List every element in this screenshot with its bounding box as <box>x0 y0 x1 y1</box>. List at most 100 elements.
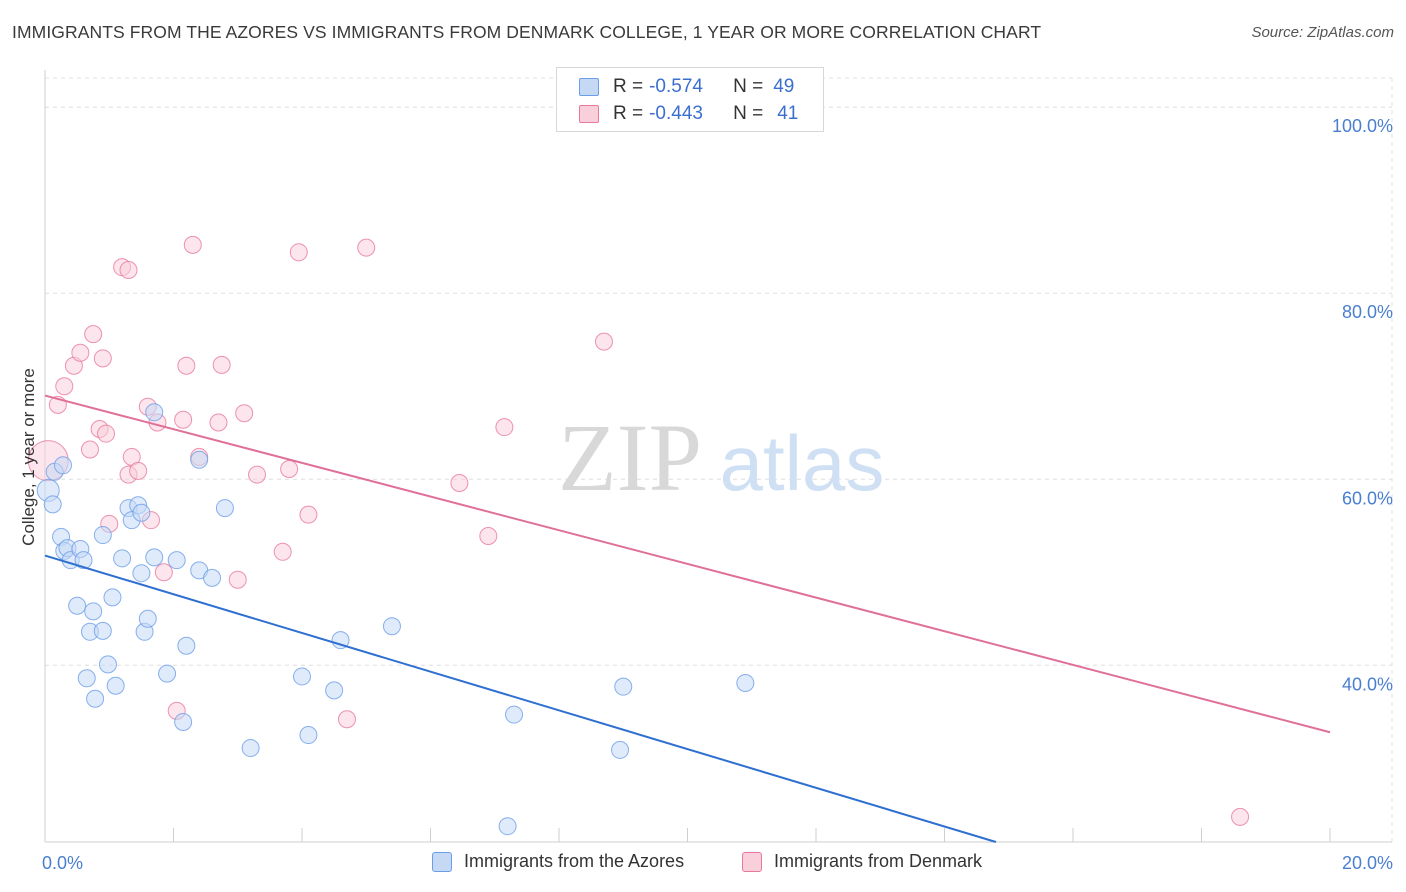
data-point-denmark <box>450 473 469 492</box>
data-point-azores <box>614 677 633 696</box>
data-point-denmark <box>183 235 202 254</box>
data-point-azores <box>736 673 755 692</box>
y-tick-label: 60.0% <box>1342 488 1393 508</box>
data-point-denmark <box>129 461 148 480</box>
data-point-azores <box>190 450 209 469</box>
data-point-denmark <box>479 526 498 545</box>
data-point-denmark <box>280 460 299 479</box>
data-point-denmark <box>80 440 99 459</box>
data-point-azores <box>158 664 177 683</box>
data-point-azores <box>177 636 196 655</box>
legend-row-denmark: R = -0.443 N = 41 <box>579 102 798 126</box>
y-tick-label: 100.0% <box>1332 116 1393 136</box>
grid-lines <box>45 77 1393 842</box>
data-point-azores <box>505 705 524 724</box>
y-axis-label: College, 1 year or more <box>19 368 38 546</box>
data-point-azores <box>53 456 72 475</box>
series-azores-points <box>36 403 755 836</box>
data-point-azores <box>68 596 87 615</box>
watermark: ZIP atlas <box>558 404 884 511</box>
watermark-zip: ZIP <box>558 404 702 511</box>
series-legend: Immigrants from the Azores Immigrants fr… <box>0 851 1406 877</box>
data-point-azores <box>93 526 112 545</box>
data-point-azores <box>93 621 112 640</box>
legend-n-label: N = <box>733 76 764 97</box>
data-point-azores <box>103 588 122 607</box>
data-point-azores <box>299 726 318 745</box>
data-point-denmark <box>84 325 103 344</box>
data-point-denmark <box>228 570 247 589</box>
data-point-azores <box>611 740 630 759</box>
legend-item-azores: Immigrants from the Azores <box>432 851 684 872</box>
x-tick-label-start: 0.0% <box>42 853 83 873</box>
data-point-azores <box>331 631 350 650</box>
legend-n-label: N = <box>733 103 764 124</box>
data-point-azores <box>43 495 62 514</box>
data-point-azores <box>145 548 164 567</box>
data-point-denmark <box>212 355 231 374</box>
data-point-denmark <box>273 542 292 561</box>
legend-n-value: 49 <box>773 76 795 97</box>
correlation-legend: R = -0.574 N = 49 R = -0.443 N = 41 <box>556 67 824 132</box>
legend-r-label: R = <box>613 76 644 97</box>
legend-label-azores: Immigrants from the Azores <box>464 851 685 871</box>
data-point-denmark <box>209 413 228 432</box>
data-point-azores <box>132 564 151 583</box>
data-point-azores <box>167 551 186 570</box>
data-point-azores <box>98 655 117 674</box>
data-point-denmark <box>357 238 376 257</box>
data-point-azores <box>174 713 193 732</box>
data-point-azores <box>215 499 234 518</box>
legend-item-denmark: Immigrants from Denmark <box>742 851 982 872</box>
legend-n-value: 41 <box>777 103 799 124</box>
legend-swatch-denmark <box>579 105 599 123</box>
series-denmark-points <box>27 235 1250 826</box>
data-point-azores <box>77 669 96 688</box>
legend-swatch-denmark <box>742 851 762 872</box>
trend-line-denmark <box>44 394 1331 734</box>
data-point-denmark <box>289 243 308 262</box>
data-point-azores <box>203 568 222 587</box>
y-tick-label: 80.0% <box>1342 302 1393 322</box>
data-point-denmark <box>55 377 74 396</box>
data-point-azores <box>382 617 401 636</box>
data-point-denmark <box>248 465 267 484</box>
x-tick-label-end: 20.0% <box>1342 853 1393 873</box>
data-point-azores <box>113 549 132 568</box>
legend-swatch-azores <box>579 78 599 96</box>
data-point-azores <box>498 817 517 836</box>
legend-r-value: -0.574 <box>649 76 703 97</box>
data-point-azores <box>241 739 260 758</box>
data-point-denmark <box>97 424 116 443</box>
data-point-azores <box>138 609 157 628</box>
data-point-denmark <box>93 349 112 368</box>
data-point-azores <box>86 689 105 708</box>
data-point-azores <box>145 403 164 422</box>
data-point-denmark <box>154 563 173 582</box>
data-point-denmark <box>337 710 356 729</box>
data-point-denmark <box>495 418 514 437</box>
data-point-denmark <box>1231 807 1250 826</box>
data-point-denmark <box>119 260 138 279</box>
trend-line-azores <box>44 554 997 843</box>
data-point-denmark <box>235 404 254 423</box>
legend-swatch-azores <box>432 851 452 872</box>
data-point-denmark <box>177 356 196 375</box>
data-point-azores <box>132 503 151 522</box>
data-point-denmark <box>594 332 613 351</box>
y-tick-label: 40.0% <box>1342 674 1393 694</box>
data-point-denmark <box>299 505 318 524</box>
source-label: Source: ZipAtlas.com <box>1251 24 1394 41</box>
legend-r-label: R = <box>613 103 644 124</box>
data-point-azores <box>84 602 103 621</box>
data-point-azores <box>106 676 125 695</box>
data-point-denmark <box>174 410 193 429</box>
trend-lines <box>44 394 1331 843</box>
data-point-azores <box>293 667 311 686</box>
chart-title: IMMIGRANTS FROM THE AZORES VS IMMIGRANTS… <box>12 22 1042 42</box>
data-point-azores <box>325 681 344 700</box>
legend-label-denmark: Immigrants from Denmark <box>774 851 983 871</box>
data-point-denmark <box>71 343 90 362</box>
watermark-atlas: atlas <box>720 419 885 507</box>
